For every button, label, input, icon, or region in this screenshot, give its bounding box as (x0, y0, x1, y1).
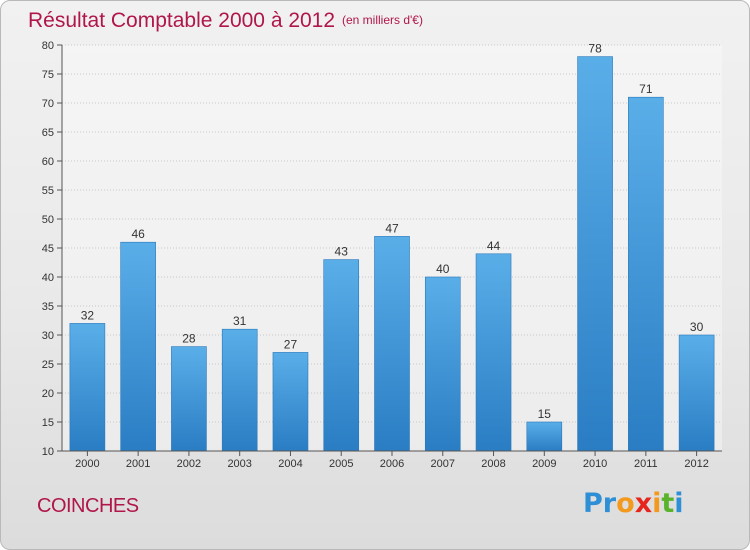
x-tick-label: 2001 (126, 458, 150, 470)
bar-value-label: 47 (385, 221, 399, 235)
x-tick-label: 2009 (532, 458, 556, 470)
logo-letter: P (583, 488, 603, 519)
proxiti-logo[interactable]: Proxiti (583, 488, 684, 519)
bar (323, 259, 360, 452)
chart-subtitle: (en milliers d'€) (342, 13, 423, 27)
y-tick-label: 45 (42, 243, 54, 255)
x-tick-label: 2000 (75, 458, 99, 470)
bar-value-label: 43 (335, 245, 349, 259)
x-axis: 2000 2001 2002 2003 2004 2005 2006 2007 2008 2009… (62, 450, 722, 470)
bar (526, 421, 563, 452)
bar (221, 328, 258, 452)
x-tick-label: 2012 (684, 458, 708, 470)
y-tick-label: 40 (42, 272, 54, 284)
y-tick-label: 80 (42, 40, 54, 52)
x-tick-label: 2010 (583, 458, 607, 470)
y-tick-label: 30 (42, 330, 54, 342)
bar-value-label: 40 (436, 262, 450, 276)
y-tick-label: 50 (42, 214, 54, 226)
town-name: COINCHES (37, 495, 139, 517)
y-tick-label: 55 (42, 185, 54, 197)
bar (577, 56, 613, 452)
y-tick-label: 70 (42, 98, 54, 110)
logo-letter: r (602, 488, 617, 519)
bar (374, 236, 410, 452)
bar (171, 346, 207, 452)
y-tick-label: 60 (42, 156, 54, 168)
bar (678, 334, 715, 452)
y-tick-label: 75 (42, 69, 54, 81)
x-tick-label: 2004 (278, 458, 302, 470)
x-tick-label: 2007 (431, 458, 455, 470)
logo-letter: x (634, 488, 653, 519)
bar-value-label: 32 (81, 308, 95, 322)
y-tick-label: 10 (42, 446, 54, 458)
bar (120, 241, 156, 452)
bar-value-label: 78 (588, 42, 602, 56)
bar (475, 253, 512, 452)
chart-title: Résultat Comptable 2000 à 2012 (28, 9, 336, 32)
bar-value-label: 31 (233, 314, 247, 328)
bar (628, 96, 664, 452)
logo-letter: t (661, 488, 675, 519)
x-tick-label: 2003 (227, 458, 251, 470)
x-tick-label: 2008 (481, 458, 505, 470)
x-tick-label: 2006 (380, 458, 404, 470)
y-axis: 10 15 20 25 30 35 40 45 50 55 60 65 70 75 80 (42, 40, 63, 458)
bar-value-label: 44 (487, 239, 501, 253)
bar (272, 352, 309, 452)
bar-value-label: 15 (538, 407, 552, 421)
logo-letter: i (674, 488, 684, 519)
x-tick-label: 2005 (329, 458, 353, 470)
bar-value-label: 30 (690, 320, 704, 334)
bar-value-label: 27 (284, 337, 298, 351)
y-tick-label: 25 (42, 359, 54, 371)
bar-value-label: 46 (131, 227, 145, 241)
y-tick-label: 20 (42, 388, 54, 400)
bar-value-label: 28 (182, 332, 196, 346)
logo-letter: i (652, 488, 662, 519)
bar (69, 323, 106, 452)
x-tick-label: 2002 (177, 458, 201, 470)
bars: 32 46 28 31 27 43 47 40 44 15 78 71 30 (69, 42, 715, 452)
bar-value-label: 71 (639, 82, 653, 96)
logo-letter: o (616, 488, 635, 519)
y-tick-label: 15 (42, 417, 54, 429)
x-tick-label: 2011 (634, 458, 658, 470)
y-tick-label: 35 (42, 301, 54, 313)
bar (424, 276, 461, 452)
y-tick-label: 65 (42, 127, 54, 139)
